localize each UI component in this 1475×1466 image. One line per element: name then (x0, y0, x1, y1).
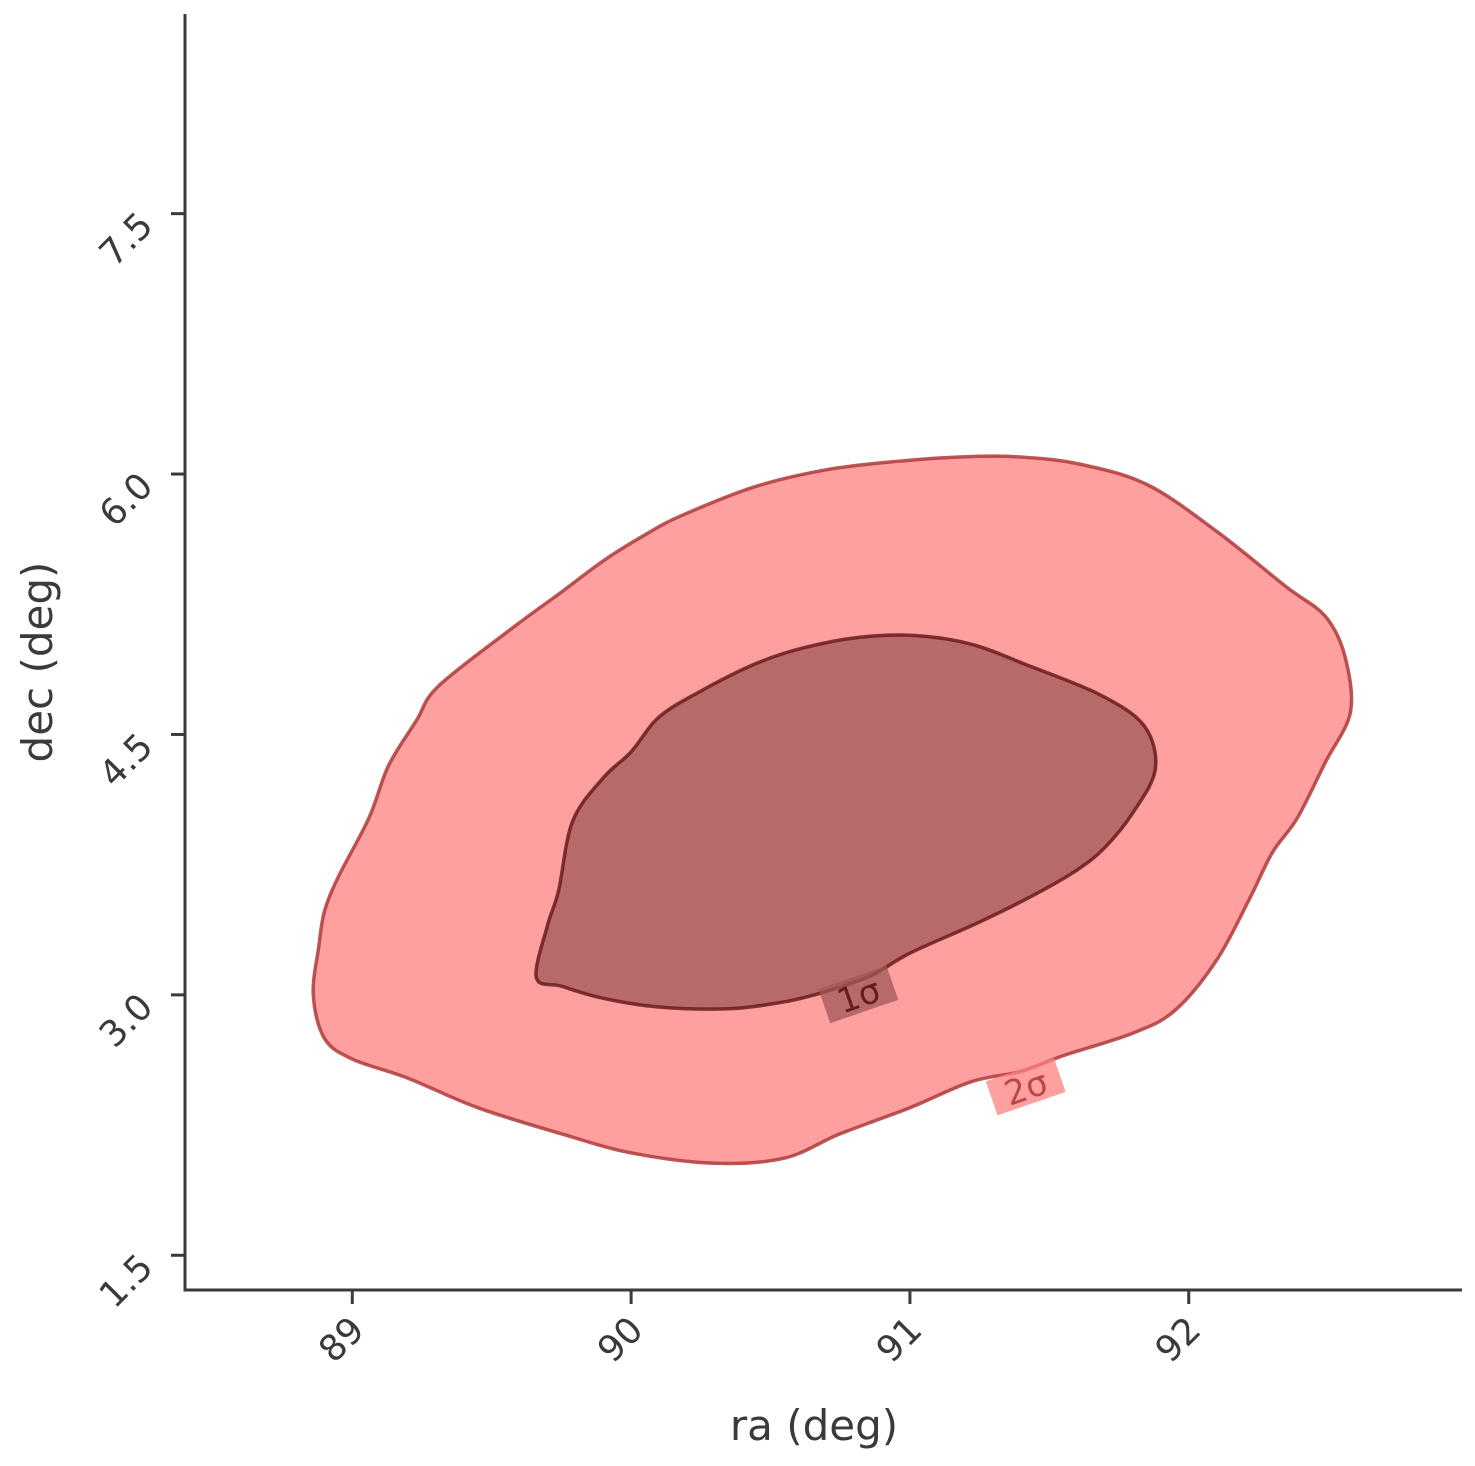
y-tick-label: 4.5 (92, 726, 161, 795)
axes-layer (183, 14, 1462, 1292)
y-tick-label: 3.0 (92, 986, 161, 1055)
contour-1sigma-label-gap (818, 965, 899, 1024)
y-axis-label: dec (deg) (13, 562, 62, 763)
x-tick-label: 92 (1148, 1309, 1209, 1370)
x-tick-label: 89 (311, 1309, 372, 1370)
y-tick-label: 1.5 (92, 1247, 161, 1316)
x-axis-label: ra (deg) (730, 1401, 898, 1450)
contour-2sigma-label-gap (985, 1057, 1066, 1116)
y-tick-label: 7.5 (92, 205, 161, 274)
contour-1sigma (534, 633, 1158, 1011)
y-tick-label: 6.0 (92, 465, 161, 534)
x-tick-label: 90 (590, 1309, 651, 1370)
contours-layer (311, 454, 1354, 1166)
x-tick-label: 91 (869, 1309, 930, 1370)
